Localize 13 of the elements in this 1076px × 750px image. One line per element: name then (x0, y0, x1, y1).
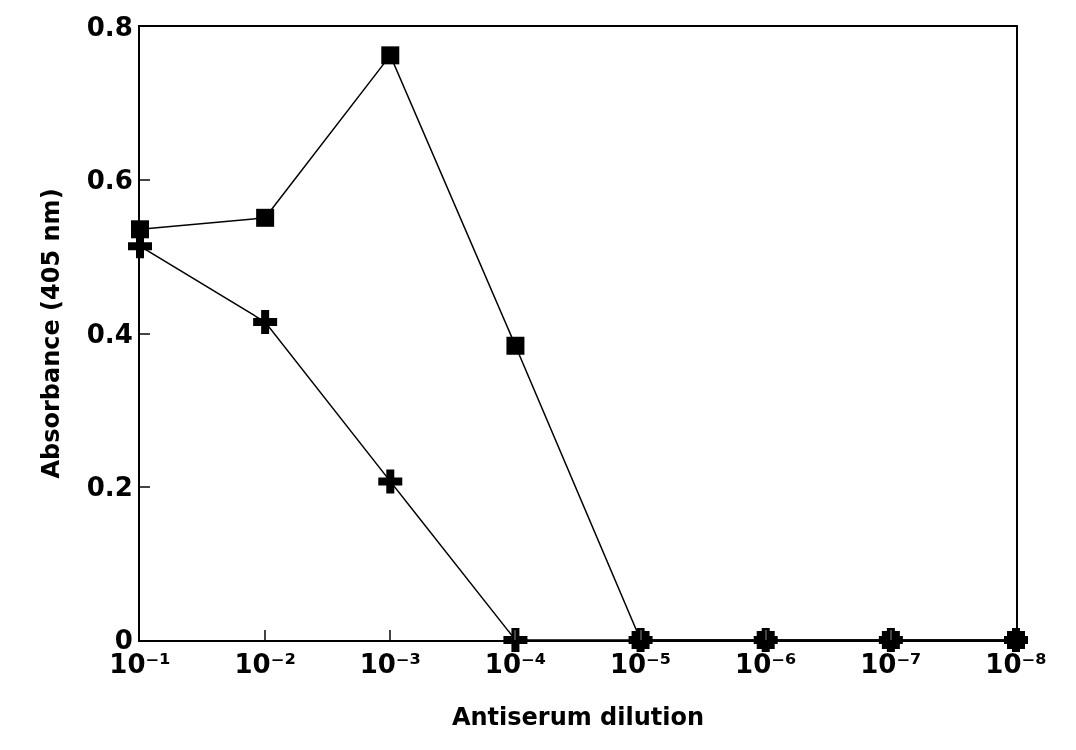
x-tick-label: 10⁻⁴ (484, 649, 547, 680)
x-tick-label: 10⁻² (234, 649, 296, 680)
x-tick-label: 10⁻⁵ (609, 649, 672, 680)
y-tick-label: 0.6 (86, 165, 133, 196)
x-tick-label: 10⁻⁸ (985, 649, 1047, 680)
x-axis-title: Antiserum dilution (451, 703, 705, 731)
x-tick-label: 10⁻⁶ (735, 649, 797, 680)
y-tick-label: 0.8 (86, 12, 133, 43)
y-axis-title: Absorbance (405 nm) (37, 188, 66, 479)
y-tick-label: 0.4 (86, 318, 133, 349)
y-tick-label: 0.2 (86, 471, 133, 502)
x-tick-label: 10⁻⁷ (860, 649, 922, 680)
x-tick-label: 10⁻³ (359, 649, 421, 680)
